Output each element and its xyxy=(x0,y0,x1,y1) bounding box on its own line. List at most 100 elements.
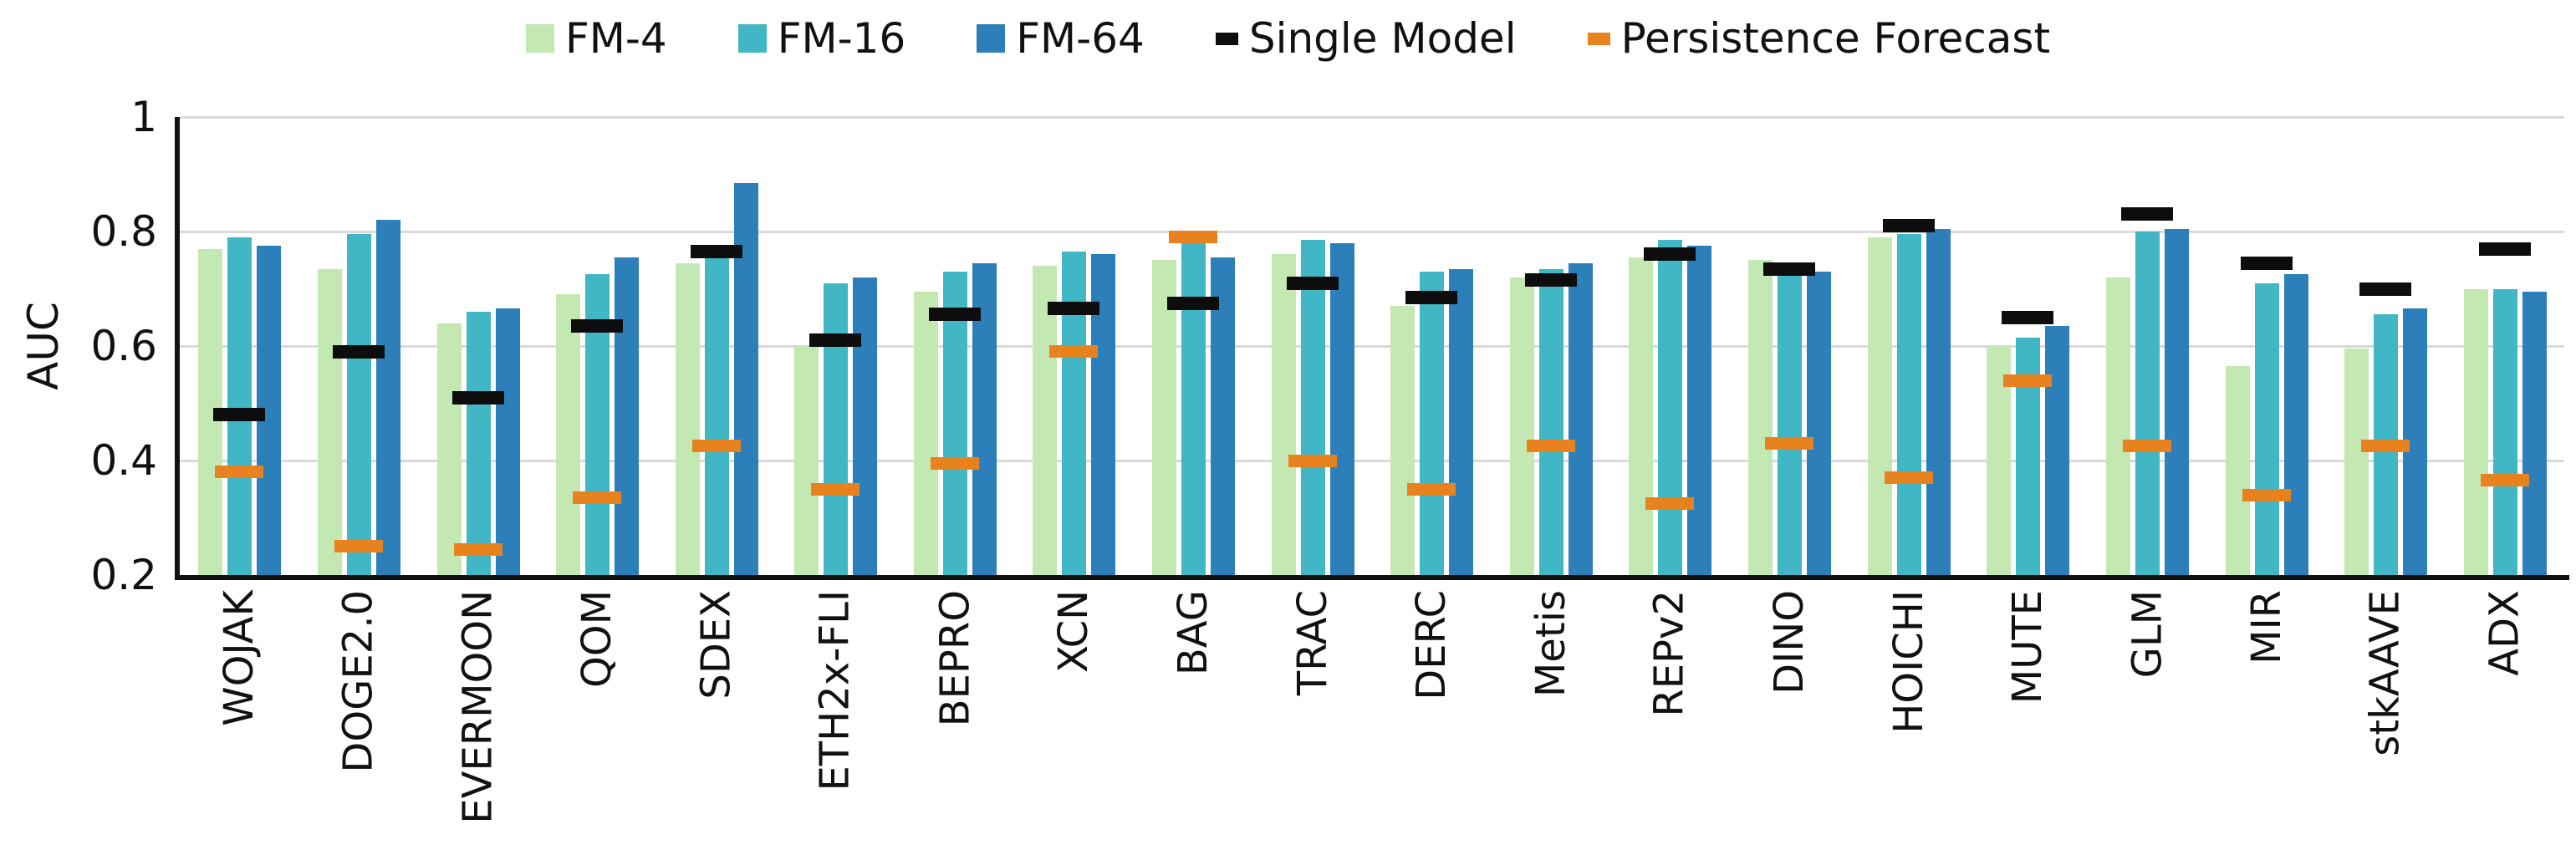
x-label-ADX: ADX xyxy=(2482,590,2528,676)
x-label-GLM: GLM xyxy=(2124,590,2170,679)
dash-Single Model-ADX xyxy=(2479,242,2531,256)
bar-FM-16-ADX xyxy=(2493,289,2517,575)
dash-Persistence Forecast-EVERMOON xyxy=(454,543,502,556)
bar-FM-16-WOJAK xyxy=(227,237,252,575)
legend-dash-icon-Single Model xyxy=(1215,32,1238,45)
x-label-MIR: MIR xyxy=(2243,590,2290,664)
bar-FM-4-BEPRO xyxy=(914,292,938,575)
bar-FM-16-MIR xyxy=(2255,283,2279,575)
x-label-HOICHI: HOICHI xyxy=(1885,590,1932,734)
x-label-DOGE2.0: DOGE2.0 xyxy=(335,590,382,773)
dash-Persistence Forecast-ETH2x-FLI xyxy=(811,483,860,496)
dash-Single Model-EVERMOON xyxy=(452,391,504,405)
dash-Single Model-ETH2x-FLI xyxy=(809,333,861,347)
dash-Persistence Forecast-DOGE2.0 xyxy=(334,540,383,552)
bar-FM-4-Metis xyxy=(1510,277,1534,575)
x-label-TRAC: TRAC xyxy=(1289,590,1336,696)
dash-Single Model-GLM xyxy=(2121,207,2173,221)
x-label-ETH2x-FLI: ETH2x-FLI xyxy=(812,590,859,791)
dash-Single Model-MUTE xyxy=(2002,311,2053,324)
bar-FM-16-XCN xyxy=(1062,252,1086,575)
dash-Single Model-SDEX xyxy=(691,245,742,258)
x-label-DERC: DERC xyxy=(1408,590,1455,700)
bar-FM-64-MUTE xyxy=(2045,326,2069,575)
bar-FM-16-MUTE xyxy=(2016,338,2040,575)
legend-swatch-icon-FM-4 xyxy=(525,24,554,53)
bar-FM-16-DOGE2.0 xyxy=(347,234,371,575)
dash-Persistence Forecast-BAG xyxy=(1169,231,1217,243)
bar-FM-4-XCN xyxy=(1033,266,1057,575)
gridline-0.6 xyxy=(180,345,2564,348)
legend-item-FM-64: FM-64 xyxy=(977,15,1145,62)
legend-item-Single Model: Single Model xyxy=(1215,14,1517,63)
dash-Persistence Forecast-ADX xyxy=(2481,474,2529,486)
dash-Persistence Forecast-WOJAK xyxy=(215,466,263,478)
dash-Single Model-XCN xyxy=(1048,302,1099,315)
dash-Single Model-HOICHI xyxy=(1883,219,1935,232)
bar-FM-64-DOGE2.0 xyxy=(376,220,400,575)
x-label-stkAAVE: stkAAVE xyxy=(2362,590,2409,756)
x-label-REPv2: REPv2 xyxy=(1646,590,1693,717)
legend-swatch-icon-FM-64 xyxy=(977,24,1006,53)
bar-FM-64-SDEX xyxy=(734,183,758,575)
bar-FM-4-ADX xyxy=(2464,289,2488,575)
chart-legend: FM-4 FM-16 FM-64 Single Model Persistence Fo… xyxy=(0,2,2576,75)
y-axis-line xyxy=(175,117,180,580)
bar-FM-4-ETH2x-FLI xyxy=(794,346,819,575)
bar-FM-4-SDEX xyxy=(676,263,700,575)
bar-FM-4-MIR xyxy=(2226,366,2250,575)
bar-FM-4-DINO xyxy=(1748,260,1773,575)
bar-FM-4-EVERMOON xyxy=(437,323,462,575)
x-label-BAG: BAG xyxy=(1170,590,1217,676)
legend-label-Persistence Forecast: Persistence Forecast xyxy=(1620,14,2051,63)
bar-FM-64-QOM xyxy=(615,257,639,575)
bar-FM-64-TRAC xyxy=(1330,243,1354,575)
bar-FM-4-stkAAVE xyxy=(2344,349,2369,575)
x-label-DINO: DINO xyxy=(1766,590,1813,695)
bar-FM-16-EVERMOON xyxy=(467,312,491,575)
x-label-XCN: XCN xyxy=(1050,590,1097,673)
dash-Persistence Forecast-BEPRO xyxy=(931,457,979,470)
gridline-0.8 xyxy=(180,231,2564,233)
dash-Persistence Forecast-DERC xyxy=(1407,483,1456,496)
y-tick-label-0.4: 0.4 xyxy=(90,436,157,485)
dash-Persistence Forecast-SDEX xyxy=(692,440,741,452)
x-label-QOM: QOM xyxy=(574,590,620,688)
y-tick-label-1: 1 xyxy=(130,93,157,141)
legend-label-FM-4: FM-4 xyxy=(564,14,667,63)
bar-FM-4-BAG xyxy=(1152,260,1176,575)
dash-Single Model-stkAAVE xyxy=(2359,282,2411,296)
x-label-SDEX: SDEX xyxy=(693,590,740,700)
bar-FM-64-EVERMOON xyxy=(496,308,520,575)
dash-Single Model-BEPRO xyxy=(929,308,981,321)
bar-FM-64-ETH2x-FLI xyxy=(853,277,877,575)
bar-FM-16-ETH2x-FLI xyxy=(824,283,848,575)
dash-Single Model-REPv2 xyxy=(1644,247,1696,261)
bar-FM-16-BEPRO xyxy=(943,272,967,575)
bar-FM-4-DOGE2.0 xyxy=(318,269,342,575)
dash-Single Model-DERC xyxy=(1405,291,1457,304)
x-label-BEPRO: BEPRO xyxy=(931,590,978,727)
bar-FM-16-DERC xyxy=(1420,272,1444,575)
y-tick-label-0.2: 0.2 xyxy=(90,551,157,599)
dash-Persistence Forecast-DINO xyxy=(1765,437,1813,450)
dash-Single Model-DINO xyxy=(1763,262,1815,276)
y-tick-label-0.6: 0.6 xyxy=(90,322,157,370)
dash-Persistence Forecast-XCN xyxy=(1049,345,1098,358)
x-axis-line xyxy=(175,575,2569,580)
legend-label-FM-64: FM-64 xyxy=(1016,14,1145,63)
dash-Single Model-QOM xyxy=(571,319,623,333)
bar-FM-64-GLM xyxy=(2165,229,2189,575)
legend-item-FM-16: FM-16 xyxy=(737,15,905,62)
bar-FM-4-HOICHI xyxy=(1868,237,1892,575)
bar-FM-64-DERC xyxy=(1449,269,1473,575)
x-label-EVERMOON: EVERMOON xyxy=(455,590,502,824)
bar-FM-16-GLM xyxy=(2135,232,2160,575)
legend-label-Single Model: Single Model xyxy=(1248,14,1517,63)
bar-FM-16-TRAC xyxy=(1301,240,1325,575)
bar-FM-4-GLM xyxy=(2106,277,2130,575)
bar-FM-16-Metis xyxy=(1539,269,1563,575)
legend-item-FM-4: FM-4 xyxy=(525,14,667,63)
legend-swatch-icon-FM-16 xyxy=(737,24,767,53)
